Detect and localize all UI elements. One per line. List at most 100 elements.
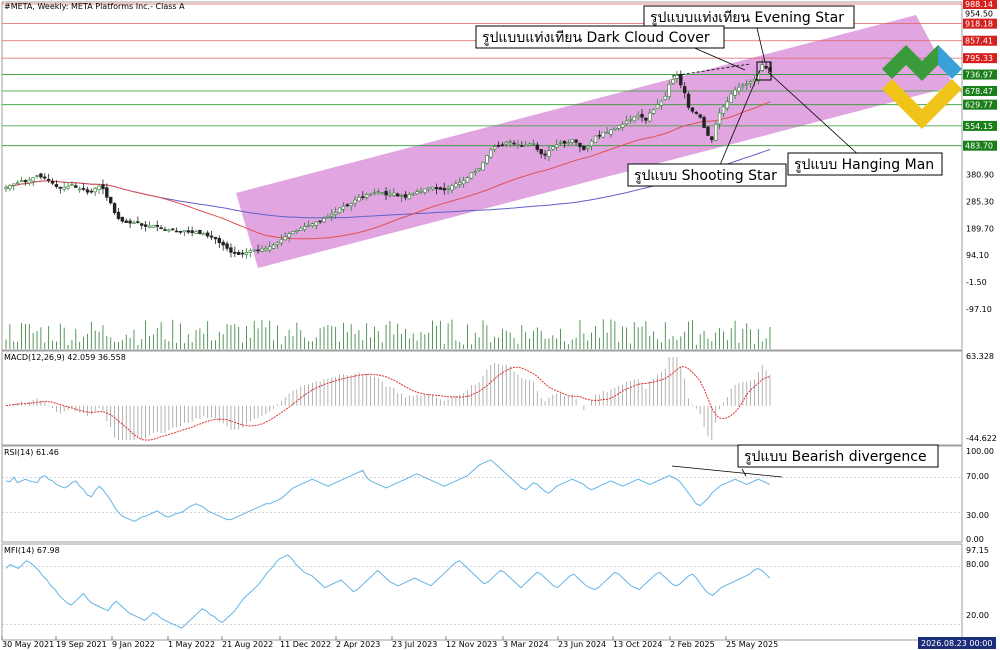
candle-body [353,199,357,204]
candle-body [508,141,512,143]
candle-body [271,244,276,249]
candle-body [314,221,318,226]
candle-body [419,190,423,193]
support-resistance-lines [2,3,962,147]
candle-body [504,141,508,145]
evening-star-pointer [756,27,766,63]
candlestick-series [4,59,772,259]
candle-body [430,186,435,190]
candle-body [244,252,249,255]
candle-body [46,179,51,181]
candle-body [547,150,551,157]
candle-body [407,194,412,200]
shooting-star-pointer [719,69,761,166]
candle-body [388,193,392,196]
candle-body [527,143,532,146]
annotation-shooting-star[interactable]: รูปแบบ Shooting Star [627,163,787,187]
candle-body [275,241,280,245]
candle-body [458,182,462,185]
candle-body [624,120,629,124]
annotation-hanging-man[interactable]: รูปแบบ Hanging Man [787,152,943,176]
pane-frame [1,1,963,351]
candle-body [438,187,443,190]
candle-body [299,227,303,231]
fast-moving-average [5,101,771,240]
candle-body [620,123,625,128]
candle-body [202,232,206,236]
mfi-line [5,554,771,629]
candle-body [341,205,346,210]
candle-body [741,84,745,87]
candle-body [322,218,326,223]
candle-body [19,180,24,183]
pane-frame [1,445,963,543]
candle-body [306,225,311,227]
candle-body [361,196,365,198]
x-tick-label: 23 Jul 2023 [392,640,437,649]
pane-frames [1,1,963,641]
candle-body [442,187,446,191]
candle-body [368,193,373,196]
candle-body [729,93,733,103]
price-label: 954.50 [965,9,993,18]
candle-body [364,194,369,198]
candle-body [159,227,163,230]
brand-logo-icon [882,45,962,129]
indicator-axes: 63.328 -44.622 100.00 70.00 30.00 0.00 9… [966,352,997,620]
candle-body [535,144,540,150]
candle-body [318,220,322,223]
candle-body [167,229,171,232]
x-tick-label: 30 May 2021 [2,640,54,649]
candle-body [116,211,121,219]
candle-body [597,134,602,137]
x-tick-label: 3 Mar 2024 [503,640,549,649]
candle-body [492,146,497,150]
candle-body [748,81,753,84]
candle-body [205,232,210,237]
candle-body [694,111,699,114]
annotation-bearish-divergence[interactable]: รูปแบบ Bearish divergence [737,444,939,468]
candle-body [686,93,691,108]
candle-body [671,79,675,84]
candle-body [120,216,125,222]
candle-body [31,177,35,182]
price-label-bg [963,53,997,64]
macd-histogram [9,357,771,440]
candle-body [225,243,229,249]
price-label: 483.70 [965,142,993,151]
bearish-div-rsi-line [671,465,783,478]
candle-body [330,213,334,217]
candle-body [291,231,295,234]
mfi-levels [2,566,962,625]
candle-body [551,146,555,150]
candle-body [682,86,687,94]
x-tick-label: 25 May 2025 [726,640,778,649]
candle-body [27,179,31,184]
price-tick: 285.30 [966,197,994,206]
candle-body [268,246,272,251]
x-tick-label: 23 Jun 2024 [558,640,606,649]
candle-body [252,249,256,252]
candle-body [217,238,221,244]
candle-body [147,225,152,228]
candle-body [733,89,737,96]
candle-body [570,139,574,143]
candle-body [256,249,260,252]
annotation-evening-star[interactable]: รูปแบบแท่งเทียน Evening Star [643,5,855,29]
candle-body [593,135,598,143]
candle-body [178,231,183,233]
server-time-badge [918,637,996,649]
annotation-dark-cloud-cover[interactable]: รูปแบบแท่งเทียน Dark Cloud Cover [475,25,725,49]
candle-body [721,106,726,114]
candle-body [50,181,55,184]
candle-body [326,216,330,218]
candle-body [764,65,768,69]
mfi-title: MFI(14) 67.98 [4,546,60,555]
chart-title: #META, Weekly: META Platforms Inc.- Clas… [4,2,185,11]
candle-body [454,183,458,188]
candle-body [415,191,419,195]
candle-body [81,188,86,190]
candle-body [376,191,381,194]
macd-tick-bottom: -44.622 [966,434,997,443]
